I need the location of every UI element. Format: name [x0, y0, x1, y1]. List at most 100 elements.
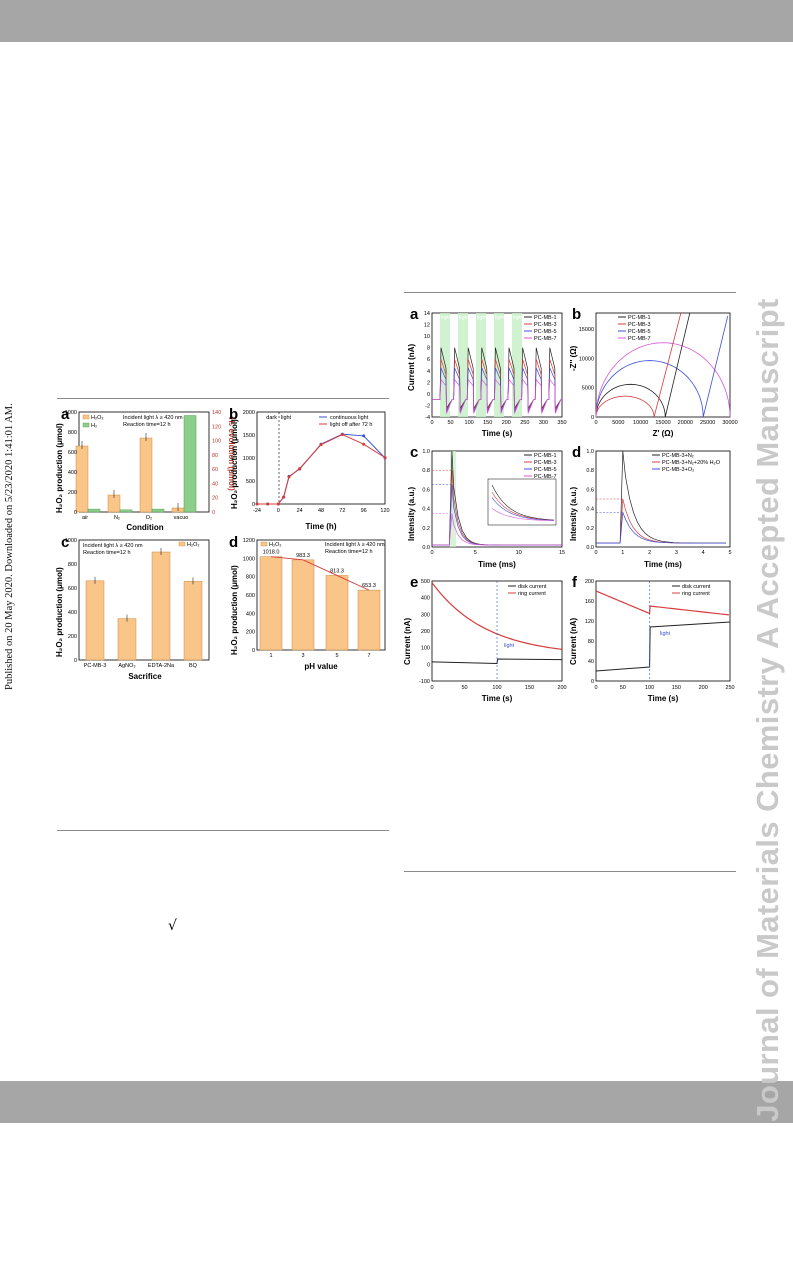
data-point [255, 502, 259, 506]
xtick: 10 [516, 550, 522, 556]
disk-current [595, 621, 731, 672]
data-point [319, 443, 323, 447]
disk-current [431, 658, 563, 665]
light-on-label: light [477, 315, 488, 321]
ytick: 4 [427, 369, 430, 375]
current-curve [432, 378, 562, 414]
bar [151, 551, 171, 661]
ytick: 60 [212, 467, 218, 473]
xtick: 20000 [678, 420, 693, 426]
ytick: 500 [246, 479, 255, 485]
xtick: 25000 [700, 420, 715, 426]
xtick: 0 [430, 420, 433, 426]
xtick: 2 [648, 550, 651, 556]
ytick: 0.2 [422, 526, 430, 532]
watermark: Journal of Materials Chemistry A Accepte… [750, 298, 785, 1122]
xtick: 100 [492, 685, 501, 691]
xtick: AgNO₃ [118, 663, 135, 669]
legend-item: disk current [682, 584, 711, 590]
decay-curve [596, 498, 726, 544]
note: Reaction time=12 h [325, 549, 373, 555]
ytick: 300 [421, 612, 430, 618]
data-point [362, 442, 366, 446]
xtick: 100 [645, 685, 654, 691]
xtick: 200 [557, 685, 566, 691]
panel-right-a: a light light light light light 0 50 100 15… [407, 306, 567, 438]
y-axis-label: -Z'' (Ω) [569, 345, 578, 371]
panel-right-b: b 0 5000 10000 15000 20000 25000 30000 15000 100… [569, 306, 738, 438]
xtick: 0 [277, 508, 280, 514]
xtick: 48 [318, 508, 324, 514]
xtick: 5 [335, 653, 338, 659]
ytick: 500 [421, 579, 430, 585]
bar [85, 580, 105, 661]
legend-item: PC-MB-5 [628, 329, 651, 335]
legend-item: PC-MB-7 [628, 336, 651, 342]
ytick: 15000 [579, 327, 594, 333]
y2-axis-label: H₂ evolution (μmol) [227, 417, 236, 491]
xtick: EDTA-2Na [148, 663, 175, 669]
value-label: 813.3 [330, 568, 344, 574]
xtick: -24 [253, 508, 261, 514]
y-axis-label: Current (nA) [403, 618, 412, 665]
xtick: 50 [461, 685, 467, 691]
ytick: 0 [427, 662, 430, 668]
ytick: 400 [246, 611, 255, 617]
y-axis-label: Current (nA) [407, 344, 416, 391]
xtick: 1 [269, 653, 272, 659]
bar-h2o2 [75, 445, 89, 513]
ytick: 1000 [65, 410, 77, 416]
y-axis-label: H₂O₂ production (μmol) [55, 423, 64, 513]
xtick: 250 [520, 420, 529, 426]
figure-right-bottom-rule [404, 871, 736, 872]
xtick: 15000 [655, 420, 670, 426]
ytick: 120 [212, 424, 221, 430]
xtick: 15 [559, 550, 565, 556]
legend-item: ring current [682, 591, 710, 597]
published-note: Published on 20 May 2020. Downloaded on … [4, 403, 15, 690]
note: Reaction time=12 h [83, 550, 131, 556]
inset-curve [491, 497, 555, 521]
y-axis-label: H₂O₂ production (μmol) [55, 567, 64, 657]
legend-swatch [178, 541, 186, 547]
legend-item: H₂O₂ [269, 542, 282, 548]
ytick: 0 [74, 658, 77, 664]
value-label: 653.3 [362, 583, 376, 589]
sqrt-symbol: √ [168, 918, 177, 934]
panel-left-b: b dark light -24 0 24 48 72 96 120200015001000… [229, 406, 390, 531]
xtick: 0 [594, 685, 597, 691]
xtick: 96 [361, 508, 367, 514]
light-on-label: light [513, 315, 524, 321]
xtick: 350 [557, 420, 566, 426]
xtick: 30000 [722, 420, 737, 426]
ytick: 400 [68, 610, 77, 616]
ytick: 5000 [582, 386, 594, 392]
light-on-label: light [495, 315, 506, 321]
panel-label: b [229, 406, 238, 423]
y-axis-label: H₂O₂ production (μmol) [230, 419, 239, 509]
legend-item: continuous light [330, 415, 369, 421]
legend-item: PC-MB-3+N₂+20% H₂O [662, 460, 721, 466]
xtick: O₂ [146, 515, 152, 521]
light-annotation: light [504, 643, 515, 649]
data-point [383, 456, 387, 460]
ytick: 600 [68, 586, 77, 592]
panel-right-c: c 0 5 10 15 1.0 0.8 0.6 0.4 0.2 0.0 PC-MB-1PC-MB-3… [407, 444, 565, 569]
x-axis-label: pH value [304, 662, 338, 671]
eis-arc [595, 342, 731, 418]
ytick: 1000 [65, 538, 77, 544]
panel-label: d [229, 534, 238, 551]
legend-item: PC-MB-3+O₂ [662, 467, 694, 473]
ytick: 200 [246, 630, 255, 636]
inset-curve [491, 508, 555, 521]
xtick: 250 [725, 685, 734, 691]
ytick: 200 [68, 490, 77, 496]
bar [357, 589, 381, 651]
ytick: 800 [68, 430, 77, 436]
xtick: 100 [465, 420, 474, 426]
legend-item: light off after 72 h [330, 422, 372, 428]
panel-left-d: d 1018.0983.3813.3653.312001000800600400… [229, 534, 386, 671]
bar [325, 575, 349, 651]
note: Incident light λ ≥ 420 nm [123, 415, 183, 421]
